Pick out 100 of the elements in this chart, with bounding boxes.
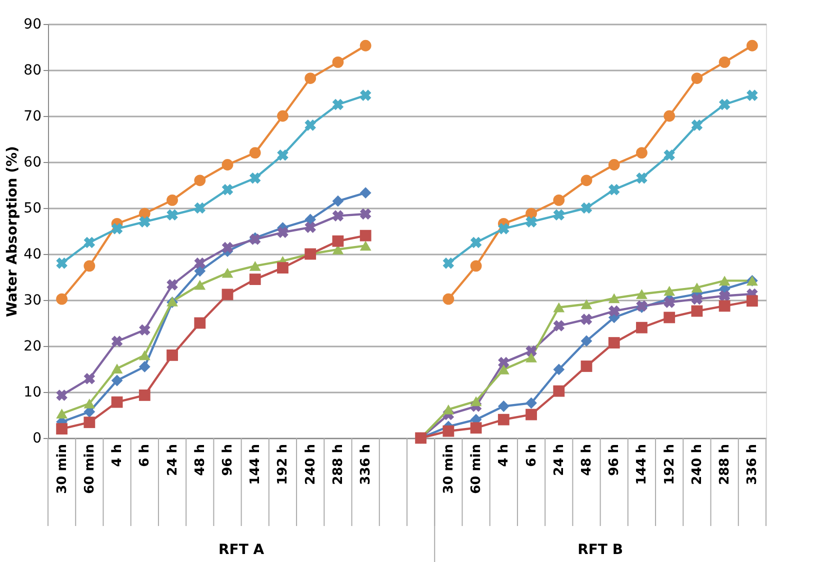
point (580, 314, 592, 325)
point (526, 408, 537, 420)
point (470, 260, 482, 272)
point (111, 223, 123, 234)
point (277, 110, 288, 122)
point (304, 214, 316, 226)
point (194, 202, 206, 214)
point (304, 120, 316, 131)
point (718, 276, 730, 286)
point (304, 72, 316, 84)
y-tick-label: 40 (24, 246, 42, 262)
y-tick-label: 50 (24, 200, 42, 216)
point (56, 423, 68, 434)
point (580, 174, 592, 186)
y-tick-label: 80 (24, 62, 42, 78)
point (608, 159, 620, 170)
point (664, 110, 676, 122)
point (636, 322, 648, 334)
y-tick-label: 90 (24, 16, 42, 32)
point (664, 312, 676, 324)
point (277, 149, 288, 161)
point (138, 350, 150, 360)
y-tick-label: 10 (24, 384, 42, 400)
point (111, 336, 123, 348)
point (498, 400, 510, 412)
point (718, 300, 730, 312)
point (222, 288, 234, 300)
point (222, 268, 234, 278)
point (580, 360, 592, 372)
point (249, 147, 261, 158)
point (360, 90, 372, 101)
point (222, 159, 234, 170)
point (56, 408, 68, 419)
point (553, 209, 565, 221)
point (608, 184, 620, 196)
point (304, 222, 316, 233)
point (222, 184, 234, 196)
y-tick-label: 30 (24, 292, 42, 308)
point (470, 236, 482, 248)
point (746, 40, 758, 52)
point (332, 98, 344, 110)
point (636, 147, 648, 158)
x-tick-label: 24 h (165, 444, 180, 476)
y-tick-label: 20 (24, 338, 42, 354)
point (194, 265, 206, 277)
point (526, 345, 537, 357)
point (166, 279, 178, 290)
x-tick-label: 6 h (524, 444, 540, 467)
x-tick-label: 336 h (358, 444, 374, 485)
point (56, 390, 68, 401)
point (526, 397, 537, 409)
point (332, 56, 344, 68)
point (691, 282, 703, 293)
x-tick-label: 192 h (662, 444, 678, 485)
point (332, 195, 344, 207)
point (360, 240, 372, 251)
point (194, 317, 206, 329)
point (691, 120, 703, 131)
x-tick-label: 288 h (330, 444, 346, 485)
x-tick-label: 60 min (82, 444, 98, 494)
point (360, 208, 372, 220)
y-tick-label: 0 (32, 430, 42, 446)
x-tick-label: 48 h (580, 444, 594, 476)
point (553, 302, 565, 312)
point (111, 374, 123, 386)
x-tick-label: 6 h (138, 444, 153, 467)
x-tick-label: 4 h (496, 444, 512, 467)
point (249, 172, 261, 184)
point (194, 280, 206, 290)
x-tick-label: 96 h (607, 444, 622, 476)
point (553, 320, 565, 332)
point (277, 226, 288, 238)
point (360, 40, 372, 52)
point (360, 187, 372, 199)
point (470, 396, 482, 406)
point (691, 72, 703, 84)
point (139, 216, 150, 228)
point (608, 337, 620, 348)
point (84, 416, 96, 428)
point (442, 293, 454, 305)
point (746, 90, 758, 101)
point (608, 293, 620, 304)
x-tick-label: 24 h (552, 444, 567, 476)
point (166, 194, 178, 206)
point (664, 286, 676, 296)
x-tick-label: 240 h (303, 444, 318, 485)
point (580, 202, 592, 214)
point (139, 324, 150, 336)
point (138, 390, 150, 401)
point (718, 98, 730, 110)
point (84, 260, 96, 272)
point (194, 174, 206, 186)
text: RFT B (578, 542, 624, 558)
point (111, 396, 123, 408)
point (691, 293, 703, 305)
point (498, 223, 510, 234)
point (332, 210, 344, 222)
y-tick-label: 60 (24, 154, 42, 170)
point (249, 261, 261, 271)
x-tick-label: 144 h (634, 444, 650, 485)
